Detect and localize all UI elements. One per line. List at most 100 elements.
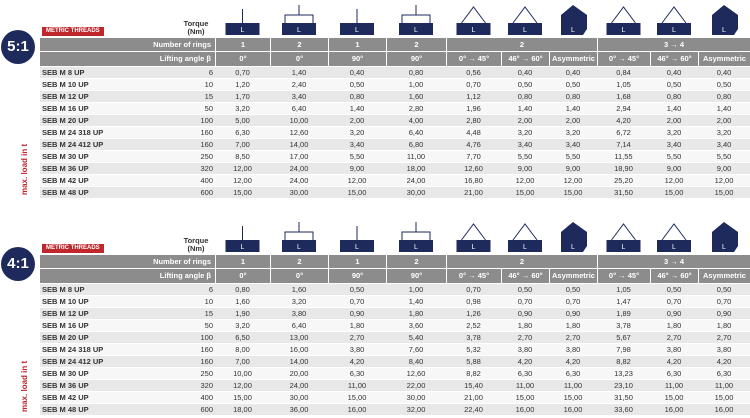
icon-shape	[282, 240, 316, 252]
load-value: 15,00	[233, 188, 252, 197]
table-row	[40, 392, 750, 404]
load-value: 4,20	[349, 357, 365, 366]
load-value: 17,00	[289, 152, 309, 161]
icon: L	[340, 9, 374, 35]
load-value: 15,00	[714, 393, 734, 402]
load-value: 0,40	[666, 68, 682, 77]
rings-value: 1	[215, 255, 270, 269]
load-value: 3,40	[291, 92, 307, 101]
load-value: 11,00	[406, 152, 426, 161]
load-value: 2,70	[716, 333, 732, 342]
angle-value: Asymmetric	[698, 269, 750, 283]
table-row	[40, 332, 750, 344]
product-name: SEB M 8 UP	[42, 285, 85, 294]
load-value: 30,00	[289, 393, 309, 402]
load-value: 13,23	[614, 369, 633, 378]
load-value: 3,40	[565, 140, 581, 149]
icon-label: L	[523, 244, 527, 251]
load-value: 6,40	[291, 321, 307, 330]
icon-shape	[284, 231, 314, 240]
icon: L	[508, 6, 542, 35]
icon-label: L	[622, 27, 626, 34]
load-value: 3,80	[565, 345, 581, 354]
load-value: 0,50	[666, 80, 682, 89]
load-value: 11,55	[614, 152, 633, 161]
load-value: 4,20	[565, 357, 581, 366]
icon: L	[282, 5, 316, 35]
load-value: 9,00	[565, 164, 581, 173]
icon-shape	[401, 231, 431, 240]
load-value: 4,20	[716, 357, 732, 366]
load-value: 4,00	[408, 116, 424, 125]
rings-value: 2	[270, 255, 328, 269]
load-value: 0,50	[565, 80, 581, 89]
load-value: 32,00	[406, 405, 426, 414]
load-value: 6,80	[408, 140, 424, 149]
product-name: SEB M 48 UP	[42, 405, 89, 414]
table-row	[40, 187, 750, 199]
icon: L	[712, 222, 738, 252]
rings-value: 2	[386, 38, 446, 52]
angle-value: Asymmetric	[549, 269, 597, 283]
angle-value: 0°	[270, 52, 328, 66]
icon-shape	[606, 23, 641, 35]
load-value: 18,00	[406, 164, 426, 173]
load-value: 23,10	[614, 381, 633, 390]
load-value: 11,00	[515, 381, 535, 390]
load-value: 0,70	[235, 68, 250, 77]
load-value: 5,50	[716, 152, 732, 161]
product-name: SEB M 24 412 UP	[42, 357, 104, 366]
load-value: 10,00	[289, 116, 309, 125]
icon: L	[399, 5, 433, 35]
torque-value: 160	[200, 345, 213, 354]
load-value: 11,00	[563, 381, 583, 390]
metric-threads: METRIC THREADS	[42, 244, 104, 253]
load-value: 6,40	[291, 104, 307, 113]
load-value: 6,30	[517, 369, 533, 378]
load-value: 14,00	[289, 357, 309, 366]
load-value: 3,40	[716, 140, 732, 149]
angle-value: 90°	[386, 269, 446, 283]
icon: L	[657, 223, 691, 252]
icon-label: L	[472, 244, 476, 251]
load-value: 0,40	[349, 68, 365, 77]
angle-value: 90°	[328, 269, 386, 283]
icon: L	[225, 226, 260, 252]
icon: L	[456, 223, 491, 252]
product-name: SEB M 10 UP	[42, 80, 89, 89]
load-value: 21,00	[464, 188, 483, 197]
torque-value: 160	[200, 128, 213, 137]
load-value: 0,70	[466, 285, 481, 294]
product-name: SEB M 36 UP	[42, 164, 89, 173]
icon-shape	[399, 240, 433, 252]
icon-label: L	[523, 27, 527, 34]
load-value: 15,00	[233, 393, 252, 402]
rings-value: 1	[328, 255, 386, 269]
table-row	[40, 115, 750, 127]
load-value: 2,00	[349, 116, 365, 125]
load-value: 7,60	[408, 345, 424, 354]
load-value: 20,00	[289, 369, 309, 378]
load-value: 3,80	[666, 345, 682, 354]
load-value: 33,60	[614, 405, 633, 414]
torque-value: 160	[200, 357, 213, 366]
rings-value: 3 → 4	[597, 255, 750, 269]
load-value: 0,80	[349, 92, 365, 101]
header-bar	[40, 255, 750, 269]
load-value: 2,52	[466, 321, 481, 330]
angle-value: 0° → 45°	[446, 52, 501, 66]
icon-shape	[401, 14, 431, 23]
load-value: 21,00	[464, 393, 483, 402]
load-value: 1,40	[565, 104, 581, 113]
rings-value: 2	[446, 38, 597, 52]
angle-value: 0°	[215, 52, 270, 66]
angle-value: 90°	[386, 52, 446, 66]
product-name: SEB M 48 UP	[42, 188, 89, 197]
rings-value: 1	[328, 38, 386, 52]
load-value: 1,05	[616, 80, 631, 89]
load-value: 8,00	[235, 345, 250, 354]
load-value: 1,47	[616, 297, 631, 306]
load-value: 8,82	[466, 369, 481, 378]
load-value: 0,90	[716, 309, 732, 318]
load-value: 36,00	[289, 405, 309, 414]
